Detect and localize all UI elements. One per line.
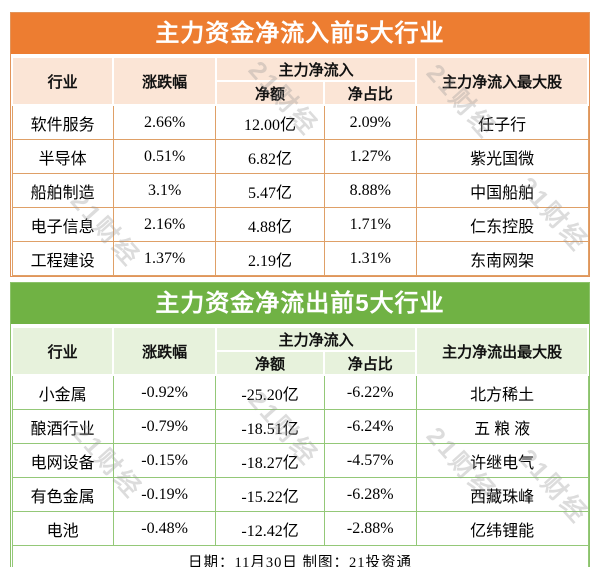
change-cell: 2.16% xyxy=(112,207,217,242)
net-ratio-cell: -6.24% xyxy=(323,409,417,444)
outflow-grid: 行业 涨跌幅 主力净流入 主力净流出最大股 净额 净占比 小金属 -0.92% … xyxy=(10,326,589,567)
inflow-col-industry: 行业 xyxy=(10,56,115,106)
change-cell: 1.37% xyxy=(112,241,217,276)
outflow-table: 主力资金净流出前5大行业 行业 涨跌幅 主力净流入 主力净流出最大股 净额 净占… xyxy=(10,282,590,567)
inflow-col-change: 涨跌幅 xyxy=(112,56,217,106)
net-amount-cell: 6.82亿 xyxy=(215,139,325,174)
net-ratio-cell: 2.09% xyxy=(323,104,417,140)
net-ratio-cell: 8.88% xyxy=(323,173,417,208)
net-amount-cell: -18.51亿 xyxy=(215,409,325,444)
change-cell: 3.1% xyxy=(112,173,217,208)
inflow-col-flow-group: 主力净流入 xyxy=(214,56,418,82)
inflow-table: 主力资金净流入前5大行业 行业 涨跌幅 主力净流入 主力净流入最大股 净额 净占… xyxy=(10,12,590,277)
industry-cell: 半导体 xyxy=(11,139,114,174)
inflow-col-top-stock: 主力净流入最大股 xyxy=(415,56,589,106)
table-row: 小金属 -0.92% -25.20亿 -6.22% 北方稀土 xyxy=(11,374,589,410)
change-cell: -0.79% xyxy=(112,409,217,444)
net-ratio-cell: 1.31% xyxy=(323,241,417,276)
top-stock-cell: 东南网架 xyxy=(415,241,589,276)
net-amount-cell: 4.88亿 xyxy=(215,207,325,242)
top-stock-cell: 仁东控股 xyxy=(415,207,589,242)
table-row: 电池 -0.48% -12.42亿 -2.88% 亿纬锂能 xyxy=(11,511,589,546)
table-row: 酿酒行业 -0.79% -18.51亿 -6.24% 五 粮 液 xyxy=(11,409,589,444)
inflow-col-net-ratio: 净占比 xyxy=(323,80,418,106)
top-stock-cell: 亿纬锂能 xyxy=(415,511,589,546)
change-cell: -0.15% xyxy=(112,443,217,478)
net-amount-cell: -15.22亿 xyxy=(215,477,325,512)
net-amount-cell: 5.47亿 xyxy=(215,173,325,208)
industry-cell: 有色金属 xyxy=(11,477,114,512)
outflow-title: 主力资金净流出前5大行业 xyxy=(11,283,589,326)
outflow-col-change: 涨跌幅 xyxy=(112,326,217,376)
net-ratio-cell: 1.27% xyxy=(323,139,417,174)
change-cell: -0.48% xyxy=(112,511,217,546)
industry-cell: 电子信息 xyxy=(11,207,114,242)
industry-cell: 小金属 xyxy=(11,374,114,410)
table-row: 工程建设 1.37% 2.19亿 1.31% 东南网架 xyxy=(11,241,589,276)
outflow-col-net-ratio: 净占比 xyxy=(323,350,418,376)
net-ratio-cell: -4.57% xyxy=(323,443,417,478)
industry-cell: 电池 xyxy=(11,511,114,546)
table-row: 电网设备 -0.15% -18.27亿 -4.57% 许继电气 xyxy=(11,443,589,478)
net-amount-cell: -12.42亿 xyxy=(215,511,325,546)
net-ratio-cell: 1.71% xyxy=(323,207,417,242)
top-stock-cell: 西藏珠峰 xyxy=(415,477,589,512)
outflow-col-top-stock: 主力净流出最大股 xyxy=(415,326,589,376)
net-ratio-cell: -6.22% xyxy=(323,374,417,410)
table-row: 船舶制造 3.1% 5.47亿 8.88% 中国船舶 xyxy=(11,173,589,208)
net-amount-cell: 12.00亿 xyxy=(215,104,325,140)
net-ratio-cell: -2.88% xyxy=(323,511,417,546)
table-row: 软件服务 2.66% 12.00亿 2.09% 任子行 xyxy=(11,104,589,140)
industry-cell: 工程建设 xyxy=(11,241,114,276)
table-row: 半导体 0.51% 6.82亿 1.27% 紫光国微 xyxy=(11,139,589,174)
footer-caption: 日期：11月30日 制图：21投资通 xyxy=(11,545,589,567)
change-cell: -0.92% xyxy=(112,374,217,410)
inflow-title: 主力资金净流入前5大行业 xyxy=(11,13,589,56)
change-cell: 2.66% xyxy=(112,104,217,140)
top-stock-cell: 五 粮 液 xyxy=(415,409,589,444)
change-cell: 0.51% xyxy=(112,139,217,174)
change-cell: -0.19% xyxy=(112,477,217,512)
outflow-col-net-amount: 净额 xyxy=(214,350,326,376)
industry-cell: 船舶制造 xyxy=(11,173,114,208)
industry-cell: 电网设备 xyxy=(11,443,114,478)
table-footer: 日期：11月30日 制图：21投资通 xyxy=(11,545,589,567)
table-row: 电子信息 2.16% 4.88亿 1.71% 仁东控股 xyxy=(11,207,589,242)
inflow-grid: 行业 涨跌幅 主力净流入 主力净流入最大股 净额 净占比 软件服务 2.66% … xyxy=(10,56,589,276)
inflow-col-net-amount: 净额 xyxy=(214,80,326,106)
top-stock-cell: 北方稀土 xyxy=(415,374,589,410)
top-stock-cell: 任子行 xyxy=(415,104,589,140)
net-amount-cell: -18.27亿 xyxy=(215,443,325,478)
table-row: 有色金属 -0.19% -15.22亿 -6.28% 西藏珠峰 xyxy=(11,477,589,512)
industry-cell: 软件服务 xyxy=(11,104,114,140)
top-stock-cell: 许继电气 xyxy=(415,443,589,478)
top-stock-cell: 中国船舶 xyxy=(415,173,589,208)
outflow-col-industry: 行业 xyxy=(10,326,115,376)
outflow-col-flow-group: 主力净流入 xyxy=(214,326,418,352)
net-amount-cell: -25.20亿 xyxy=(215,374,325,410)
industry-cell: 酿酒行业 xyxy=(11,409,114,444)
net-ratio-cell: -6.28% xyxy=(323,477,417,512)
top-stock-cell: 紫光国微 xyxy=(415,139,589,174)
net-amount-cell: 2.19亿 xyxy=(215,241,325,276)
